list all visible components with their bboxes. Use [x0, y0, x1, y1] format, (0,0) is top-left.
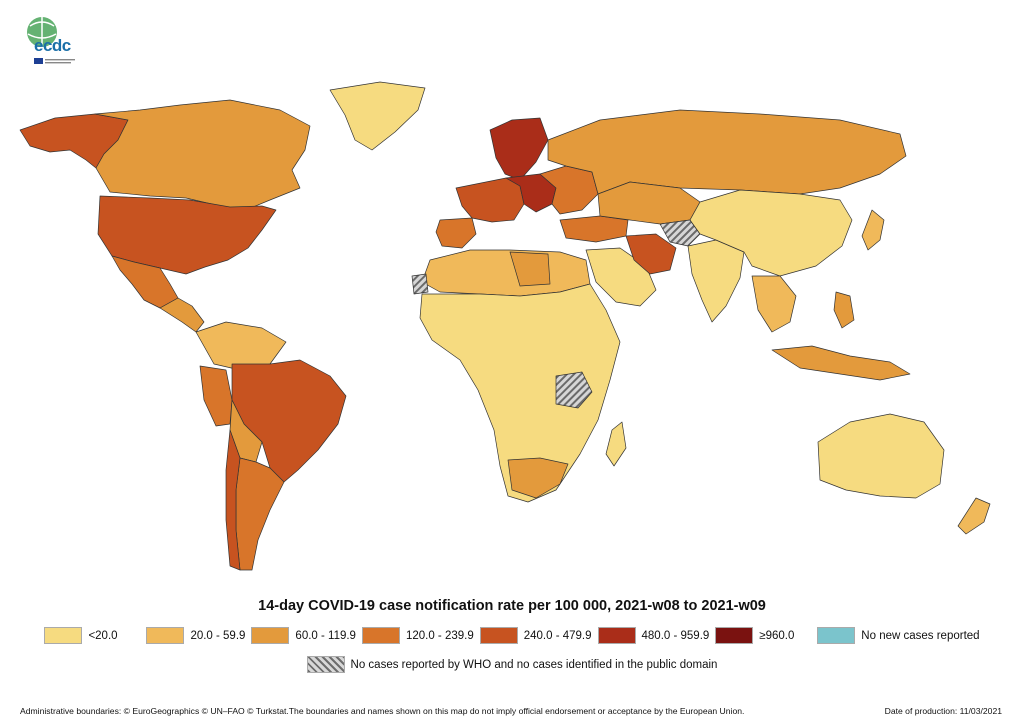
region-russia	[547, 109, 907, 195]
legend-label: 120.0 - 239.9	[405, 629, 474, 642]
region-iberia	[435, 217, 477, 249]
region-scandinavia	[489, 117, 549, 181]
region-indonesia	[771, 345, 911, 381]
legend-swatch	[146, 627, 185, 644]
region-no-data-africa-west	[411, 273, 429, 295]
region-chile	[225, 429, 241, 571]
region-north-africa	[421, 249, 591, 297]
legend-label: 480.0 - 959.9	[641, 629, 710, 642]
region-southeast-asia	[751, 275, 797, 333]
legend-swatch	[361, 627, 400, 644]
region-iran	[625, 233, 677, 275]
legend: <20.0 20.0 - 59.9 60.0 - 119.9 120.0 - 2…	[0, 627, 1024, 644]
legend-label: No cases reported by WHO and no cases id…	[350, 658, 718, 671]
region-japan	[861, 209, 885, 251]
region-india	[687, 239, 745, 323]
region-libya	[509, 251, 551, 287]
region-philippines	[833, 291, 855, 329]
legend-item: No new cases reported	[817, 627, 980, 644]
legend-label: 60.0 - 119.9	[295, 629, 356, 642]
footer-production-date: Date of production: 11/03/2021	[884, 706, 1002, 716]
legend-swatch	[44, 627, 83, 644]
region-peru	[199, 365, 233, 427]
legend-label: 240.0 - 479.9	[523, 629, 592, 642]
legend-swatch	[817, 627, 856, 644]
legend-item: <20.0	[44, 627, 140, 644]
legend-label: No new cases reported	[861, 629, 980, 642]
region-northern-south-america	[195, 321, 287, 371]
legend-no-data: No cases reported by WHO and no cases id…	[0, 656, 1024, 673]
legend-swatch	[715, 627, 754, 644]
region-china	[689, 189, 853, 277]
region-australia	[817, 413, 945, 499]
region-sub-saharan-africa	[419, 283, 621, 503]
region-south-africa	[507, 457, 569, 499]
legend-label: <20.0	[88, 629, 118, 642]
map-title: 14-day COVID-19 case notification rate p…	[258, 598, 766, 614]
world-map	[19, 81, 991, 571]
region-no-data-africa-east	[555, 371, 593, 409]
legend-label: ≥960.0	[759, 629, 795, 642]
legend-item: 20.0 - 59.9	[146, 627, 245, 644]
legend-item: 240.0 - 479.9	[479, 627, 592, 644]
legend-label: 20.0 - 59.9	[190, 629, 246, 642]
region-greenland	[329, 81, 426, 151]
legend-item: ≥960.0	[715, 627, 811, 644]
legend-swatch	[597, 627, 636, 644]
legend-swatch	[479, 627, 518, 644]
footer-boundaries-note: Administrative boundaries: © EuroGeograp…	[20, 706, 745, 716]
legend-item: 480.0 - 959.9	[597, 627, 710, 644]
legend-item: 60.0 - 119.9	[251, 627, 356, 644]
region-central-america	[159, 297, 205, 333]
legend-swatch	[251, 627, 290, 644]
region-no-data-asia	[659, 219, 701, 247]
region-canada	[94, 99, 311, 211]
region-argentina	[235, 457, 285, 571]
region-turkey	[559, 215, 629, 243]
region-madagascar	[605, 421, 627, 467]
legend-item: No cases reported by WHO and no cases id…	[306, 656, 718, 673]
region-western-europe	[455, 177, 525, 223]
legend-swatch-hatched	[306, 656, 345, 673]
legend-item: 120.0 - 239.9	[361, 627, 474, 644]
region-new-zealand	[957, 497, 991, 535]
ecdc-logo: ecdc	[18, 14, 88, 70]
